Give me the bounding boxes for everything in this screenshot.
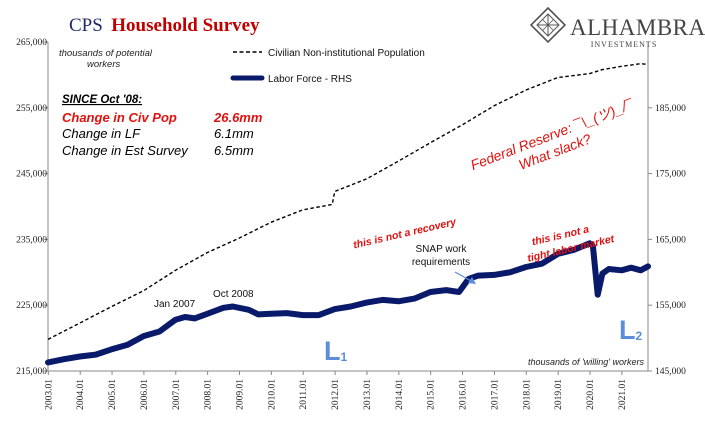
est-change-label: Change in Est Survey [62, 143, 189, 158]
series-line-labor-force [45, 240, 651, 366]
x-tick-label: 2017.01 [490, 379, 500, 410]
logo-subtitle: INVESTMENTS [591, 40, 658, 49]
x-tick-label: 2013.01 [363, 379, 373, 410]
since-oct08-summary: SINCE Oct '08: Change in Civ Pop 26.6mm … [62, 94, 263, 158]
L1-marker: L1 [324, 336, 348, 366]
snap-arrow-head-icon [468, 277, 476, 284]
left-tick-label: 235,000 [16, 235, 47, 245]
title-cps: CPS [69, 15, 103, 36]
x-tick-label: 2020.01 [586, 379, 596, 410]
x-tick-label: 2005.01 [108, 379, 118, 410]
alhambra-diamond-logo-icon [529, 6, 567, 44]
right-axis-label: thousands of 'willing' workers [528, 357, 644, 367]
left-axis-label-line1: thousands of potential [59, 48, 153, 59]
legend-label-civ-pop: Civilian Non-institutional Population [268, 48, 425, 59]
est-change-value: 6.5mm [214, 143, 254, 158]
L2-subscript: 2 [636, 329, 643, 343]
left-tick-label: 265,000 [16, 38, 47, 48]
x-tick-label: 2010.01 [267, 379, 277, 410]
x-tick-label: 2007.01 [172, 379, 182, 410]
L2-letter: L [619, 315, 636, 345]
civ-pop-change-value: 26.6mm [213, 110, 263, 125]
x-tick-label: 2018.01 [522, 379, 532, 410]
since-header: SINCE Oct '08: [62, 94, 142, 106]
x-tick-label: 2015.01 [427, 379, 437, 410]
right-tick-label: 175,000 [655, 170, 686, 180]
series-layer [45, 62, 651, 366]
x-tick-label: 2006.01 [140, 379, 150, 410]
x-tick-label: 2008.01 [204, 379, 214, 410]
legend: Civilian Non-institutional Population La… [230, 48, 425, 85]
x-tick-label: 2003.01 [44, 379, 54, 410]
not-tight-annotation: this is not a tight labor market [526, 223, 616, 264]
civ-pop-change-label: Change in Civ Pop [62, 110, 177, 125]
x-tick-label: 2014.01 [395, 379, 405, 410]
legend-label-labor-force: Labor Force - RHS [268, 74, 352, 85]
x-tick-label: 2019.01 [554, 379, 564, 410]
logo-name: ALHAMBRA [570, 15, 705, 40]
x-tick-label: 2021.01 [618, 379, 628, 410]
fed-reserve-line1: Federal Reserve: ¯\_(ツ)_/¯ [468, 96, 636, 173]
right-tick-label: 155,000 [655, 301, 686, 311]
left-axis-label: thousands of potential workers [59, 48, 155, 70]
right-tick-label: 165,000 [655, 235, 686, 245]
jan2007-label: Jan 2007 [154, 299, 196, 310]
snap-label-line2: requirements [412, 257, 470, 268]
x-tick-label: 2011.01 [299, 379, 309, 410]
left-axis-label-line2: workers [87, 59, 121, 70]
left-tick-label: 215,000 [16, 367, 47, 377]
x-tick-label: 2012.01 [331, 379, 341, 410]
right-axis-ticks: 145,000 155,000 165,000 175,000 185,000 [648, 104, 686, 377]
lf-change-label: Change in LF [62, 126, 141, 141]
L1-letter: L [324, 336, 341, 366]
x-tick-label: 2016.01 [459, 379, 469, 410]
right-tick-label: 145,000 [655, 367, 686, 377]
left-tick-label: 255,000 [16, 104, 47, 114]
L1-subscript: 1 [341, 350, 348, 364]
left-axis-ticks: 215,000 225,000 235,000 245,000 255,000 265,0… [16, 38, 48, 377]
snap-label-line1: SNAP work [416, 244, 468, 255]
L2-marker: L2 [619, 315, 643, 345]
series-line-civ-pop [47, 62, 649, 341]
fed-reserve-annotation: Federal Reserve: ¯\_(ツ)_/¯ What slack? [468, 96, 636, 173]
left-tick-label: 245,000 [16, 170, 47, 180]
oct2008-label: Oct 2008 [213, 289, 254, 300]
left-tick-label: 225,000 [16, 301, 47, 311]
x-tick-label: 2009.01 [236, 379, 246, 410]
title-household-survey: Household Survey [111, 15, 260, 36]
x-tick-label: 2004.01 [76, 379, 86, 410]
x-axis-ticks: 2003.01 2004.01 2005.01 2006.01 2007.01 2008.… [44, 371, 628, 410]
lf-change-value: 6.1mm [214, 126, 254, 141]
chart-title: CPS Household Survey [69, 15, 260, 36]
right-tick-label: 185,000 [655, 104, 686, 114]
